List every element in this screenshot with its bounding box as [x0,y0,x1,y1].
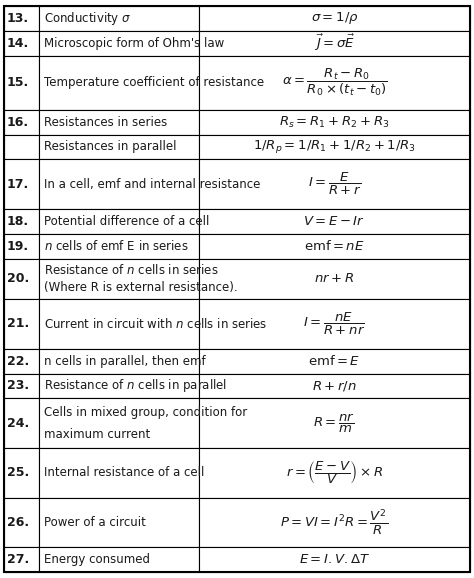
Bar [39,31,199,55]
Text: maximum current: maximum current [44,428,150,440]
Bar [199,373,470,398]
Bar [39,110,199,135]
Text: 15.: 15. [7,76,29,89]
Text: Energy consumed: Energy consumed [44,553,150,566]
Text: $\alpha = \dfrac{R_t - R_0}{R_0 \times (t_t - t_0)}$: $\alpha = \dfrac{R_t - R_0}{R_0 \times (… [282,67,387,98]
Bar [39,448,199,498]
Bar [4,398,39,448]
Text: Cells in mixed group, condition for: Cells in mixed group, condition for [44,406,247,418]
Bar [39,547,199,572]
Bar [39,258,199,299]
Bar [199,110,470,135]
Bar [199,234,470,258]
Text: Potential difference of a cell: Potential difference of a cell [44,215,210,228]
Text: Resistance of $n$ cells in series: Resistance of $n$ cells in series [44,263,219,277]
Bar [39,498,199,547]
Text: 26.: 26. [7,516,29,529]
Text: Internal resistance of a cell: Internal resistance of a cell [44,466,204,479]
Text: $I = \dfrac{nE}{R + nr}$: $I = \dfrac{nE}{R + nr}$ [303,311,365,337]
Text: Power of a circuit: Power of a circuit [44,516,146,529]
Bar [4,160,39,209]
Text: $R + r/n$: $R + r/n$ [312,379,357,393]
Text: $\sigma = 1/\rho$: $\sigma = 1/\rho$ [310,10,358,27]
Text: 14.: 14. [7,37,29,50]
Bar [39,299,199,349]
Bar [39,398,199,448]
Text: Resistances in parallel: Resistances in parallel [44,140,176,153]
Text: $R_s = R_1 + R_2 + R_3$: $R_s = R_1 + R_2 + R_3$ [279,114,390,129]
Text: $\mathrm{emf} = nE$: $\mathrm{emf} = nE$ [304,239,365,253]
Text: $R = \dfrac{nr}{m}$: $R = \dfrac{nr}{m}$ [313,412,356,435]
Text: n cells in parallel, then emf: n cells in parallel, then emf [44,355,206,368]
Bar [199,55,470,110]
Bar [4,349,39,373]
Bar [39,160,199,209]
Bar [39,209,199,234]
Bar [4,6,39,31]
Bar [199,448,470,498]
Bar [199,31,470,55]
Text: $\vec{J} = \sigma\vec{E}$: $\vec{J} = \sigma\vec{E}$ [314,33,355,53]
Bar [4,373,39,398]
Bar [4,547,39,572]
Bar [199,299,470,349]
Text: $V = E - Ir$: $V = E - Ir$ [303,215,365,228]
Bar [39,55,199,110]
Bar [4,209,39,234]
Bar [39,373,199,398]
Bar [39,6,199,31]
Bar [4,498,39,547]
Bar [199,135,470,160]
Bar [199,398,470,448]
Text: Temperature coefficient of resistance: Temperature coefficient of resistance [44,76,264,89]
Text: 17.: 17. [7,177,29,191]
Text: Resistance of $n$ cells in parallel: Resistance of $n$ cells in parallel [44,377,227,394]
Bar [199,6,470,31]
Bar [39,349,199,373]
Text: Current in circuit with $n$ cells in series: Current in circuit with $n$ cells in ser… [44,317,267,331]
Text: 23.: 23. [7,380,29,392]
Text: $E = I.V.\Delta T$: $E = I.V.\Delta T$ [299,553,370,566]
Bar [199,547,470,572]
Text: 13.: 13. [7,12,29,25]
Text: $I = \dfrac{E}{R+r}$: $I = \dfrac{E}{R+r}$ [308,171,361,197]
Text: 19.: 19. [7,240,29,253]
Bar [199,160,470,209]
Text: 25.: 25. [7,466,29,479]
Text: 20.: 20. [7,272,29,286]
Text: 18.: 18. [7,215,29,228]
Text: Resistances in series: Resistances in series [44,116,167,129]
Text: $r = \left(\dfrac{E-V}{V}\right) \times R$: $r = \left(\dfrac{E-V}{V}\right) \times … [286,460,383,486]
Text: 21.: 21. [7,317,29,331]
Bar [199,258,470,299]
Bar [199,349,470,373]
Bar [4,448,39,498]
Bar [4,110,39,135]
Text: $n$ cells of emf E in series: $n$ cells of emf E in series [44,239,189,253]
Bar [39,234,199,258]
Text: In a cell, emf and internal resistance: In a cell, emf and internal resistance [44,177,260,191]
Text: Microscopic form of Ohm's law: Microscopic form of Ohm's law [44,37,224,50]
Text: $1/R_p = 1/R_1 + 1/R_2 + 1/R_3$: $1/R_p = 1/R_1 + 1/R_2 + 1/R_3$ [253,139,416,155]
Bar [4,234,39,258]
Bar [39,135,199,160]
Bar [199,209,470,234]
Text: 24.: 24. [7,417,29,429]
Bar [4,135,39,160]
Text: Conductivity $\sigma$: Conductivity $\sigma$ [44,10,131,27]
Bar [4,258,39,299]
Text: 22.: 22. [7,355,29,368]
Text: 16.: 16. [7,116,29,129]
Bar [4,55,39,110]
Text: $P = VI = I^2R = \dfrac{V^2}{R}$: $P = VI = I^2R = \dfrac{V^2}{R}$ [281,507,389,538]
Text: 27.: 27. [7,553,29,566]
Bar [4,299,39,349]
Text: $\mathrm{emf} = E$: $\mathrm{emf} = E$ [308,354,361,368]
Bar [199,498,470,547]
Text: (Where R is external resistance).: (Where R is external resistance). [44,281,237,294]
Text: $nr + R$: $nr + R$ [314,272,355,286]
Bar [4,31,39,55]
